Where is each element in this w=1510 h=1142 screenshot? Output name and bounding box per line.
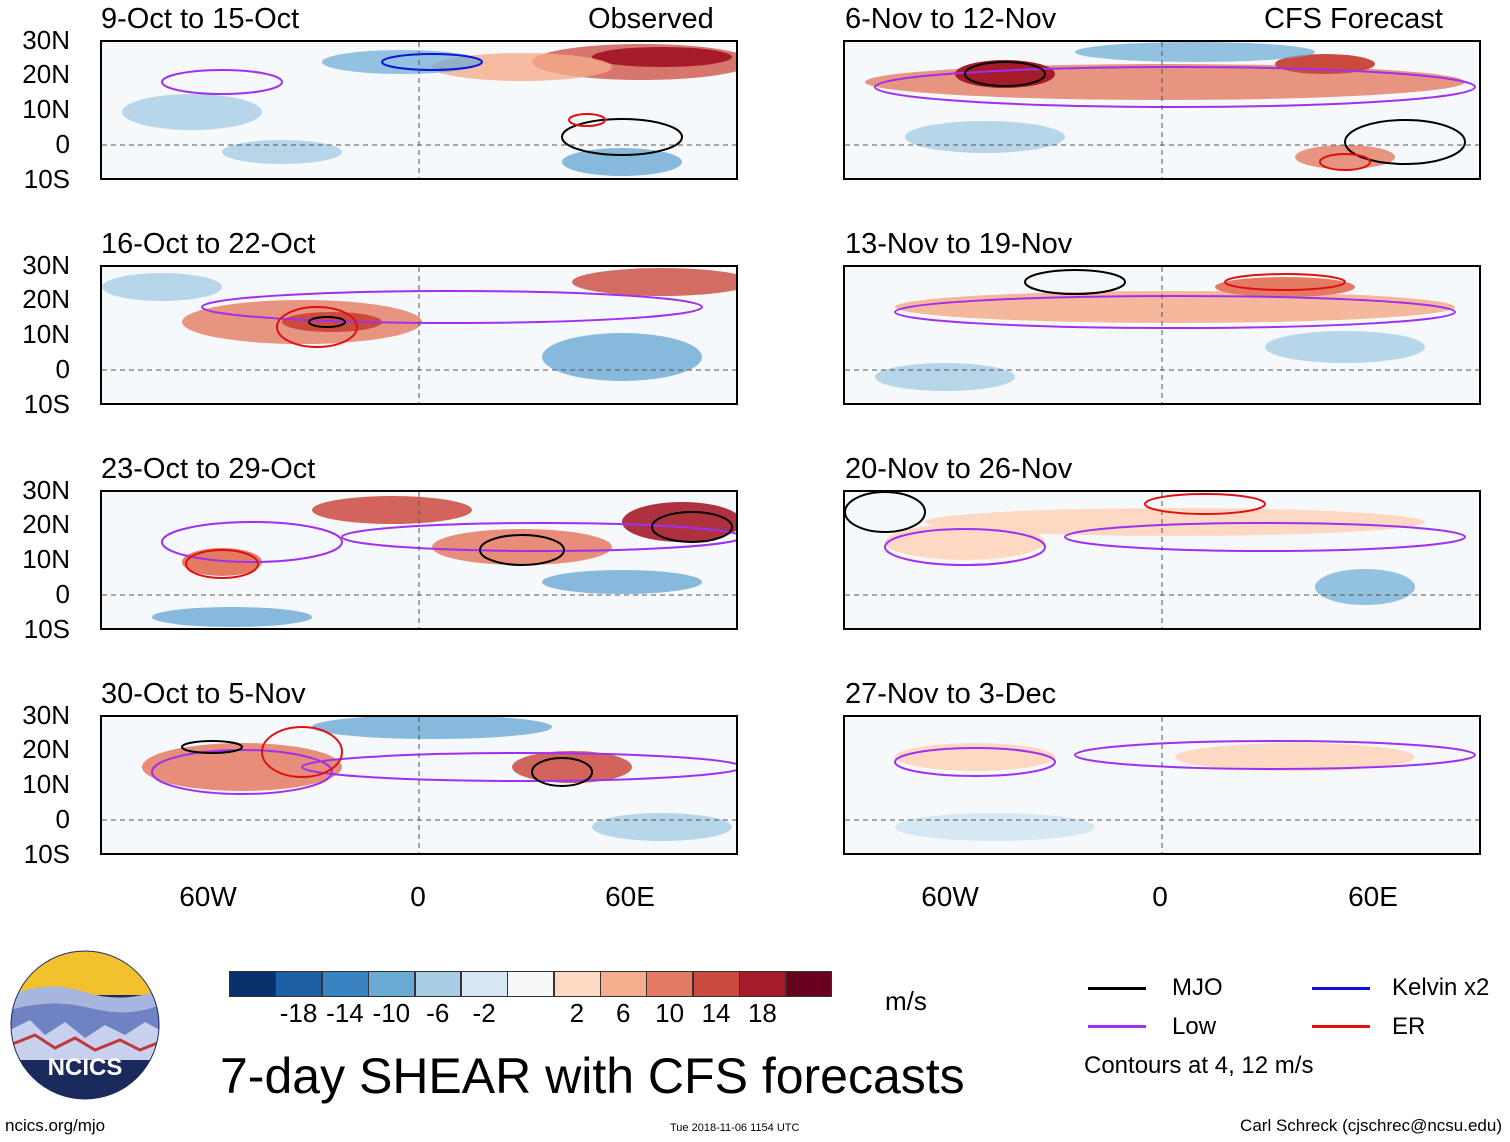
colorbar-tick-label: 14 [701, 998, 731, 1028]
map-panel-fcst-4 [843, 715, 1481, 855]
panel-title-obs-1: 9-Oct to 15-Oct [101, 3, 300, 35]
colorbar-segment [368, 971, 416, 997]
colorbar-segment [321, 971, 369, 997]
colorbar-segment [460, 971, 508, 997]
lat-label: 10S [23, 839, 70, 869]
map-panel-obs-2 [100, 265, 738, 405]
lat-label: 30N [22, 25, 70, 55]
shear-field-map [845, 717, 1479, 853]
lat-label: 10N [22, 94, 70, 124]
observed-header: Observed [588, 3, 714, 35]
colorbar-segment [785, 971, 833, 997]
lat-label: 10S [23, 389, 70, 419]
colorbar-units: m/s [885, 986, 927, 1016]
legend-line-low [1088, 1025, 1146, 1028]
legend-label-er: ER [1392, 1013, 1426, 1040]
lat-label: 20N [22, 284, 70, 314]
colorbar-tick-label: -18 [279, 998, 318, 1028]
map-panel-fcst-1 [843, 40, 1481, 180]
lat-label: 10N [22, 544, 70, 574]
colorbar-segment [600, 971, 647, 997]
lon-label: 0 [410, 881, 426, 912]
ncics-logo-icon: NCICS [10, 950, 160, 1100]
panel-title-obs-4: 30-Oct to 5-Nov [101, 678, 306, 710]
lat-label: 0 [55, 579, 70, 609]
shear-field-map [845, 267, 1479, 403]
lat-label: 10S [23, 614, 70, 644]
colorbar-segment [229, 971, 276, 997]
colorbar-segment [646, 971, 694, 997]
map-panel-fcst-2 [843, 265, 1481, 405]
map-panel-obs-4 [100, 715, 738, 855]
lat-label: 30N [22, 475, 70, 505]
footer-author: Carl Schreck (cjschrec@ncsu.edu) [1240, 1116, 1502, 1135]
colorbar-tick-label: 6 [616, 998, 631, 1028]
legend-note: Contours at 4, 12 m/s [1084, 1052, 1314, 1079]
shear-field-map [845, 42, 1479, 178]
map-panel-fcst-3 [843, 490, 1481, 630]
figure-title: 7-day SHEAR with CFS forecasts [220, 1048, 965, 1104]
legend-label-mjo: MJO [1172, 974, 1223, 1001]
colorbar-segment [507, 971, 555, 997]
panel-title-obs-2: 16-Oct to 22-Oct [101, 228, 316, 260]
colorbar-segment [414, 971, 462, 997]
shear-field-map [102, 42, 736, 178]
lon-label: 60E [605, 881, 655, 912]
panel-title-obs-3: 23-Oct to 29-Oct [101, 453, 316, 485]
colorbar-segment [739, 971, 787, 997]
shear-field-map [102, 717, 736, 853]
lat-label: 0 [55, 129, 70, 159]
legend-label-low: Low [1172, 1013, 1217, 1040]
colorbar-tick-label: 10 [655, 998, 685, 1028]
lat-label: 30N [22, 250, 70, 280]
legend-line-kelvin [1312, 987, 1370, 990]
lat-label: 10N [22, 769, 70, 799]
footer-website-link[interactable]: ncics.org/mjo [5, 1116, 106, 1135]
shear-field-map [102, 267, 736, 403]
colorbar-tick-label: -14 [326, 998, 364, 1028]
lon-label: 60E [1348, 881, 1398, 912]
colorbar-segment [275, 971, 323, 997]
lat-label: 20N [22, 59, 70, 89]
colorbar-segment [553, 971, 601, 997]
lat-label: 30N [22, 700, 70, 730]
colorbar-tick-label: 18 [747, 998, 777, 1028]
lat-label: 10S [23, 164, 70, 194]
colorbar-tick-label: -10 [372, 998, 411, 1028]
map-panel-obs-1 [100, 40, 738, 180]
panel-title-fcst-4: 27-Nov to 3-Dec [845, 678, 1057, 710]
lat-label: 0 [55, 354, 70, 384]
lon-label: 0 [1152, 881, 1168, 912]
forecast-header: CFS Forecast [1264, 3, 1443, 35]
colorbar-segment [692, 971, 740, 997]
shear-field-map [845, 492, 1479, 628]
lat-label: 0 [55, 804, 70, 834]
map-panel-obs-3 [100, 490, 738, 630]
legend-label-kelvin: Kelvin x2 [1392, 974, 1490, 1001]
colorbar-tick-label: -2 [472, 998, 496, 1028]
logo-text: NCICS [48, 1054, 123, 1081]
footer-timestamp: Tue 2018-11-06 1154 UTC [670, 1122, 800, 1134]
panel-title-fcst-1: 6-Nov to 12-Nov [845, 3, 1057, 35]
lon-label: 60W [921, 881, 979, 912]
panel-title-fcst-2: 13-Nov to 19-Nov [845, 228, 1073, 260]
colorbar-tick-label: -6 [426, 998, 450, 1028]
shear-field-map [102, 492, 736, 628]
lat-label: 20N [22, 734, 70, 764]
legend-line-er [1312, 1025, 1370, 1028]
lat-label: 10N [22, 319, 70, 349]
legend-line-mjo [1088, 987, 1146, 990]
panel-title-fcst-3: 20-Nov to 26-Nov [845, 453, 1073, 485]
lon-label: 60W [179, 881, 237, 912]
colorbar-tick-label: 2 [569, 998, 585, 1028]
lat-label: 20N [22, 509, 70, 539]
